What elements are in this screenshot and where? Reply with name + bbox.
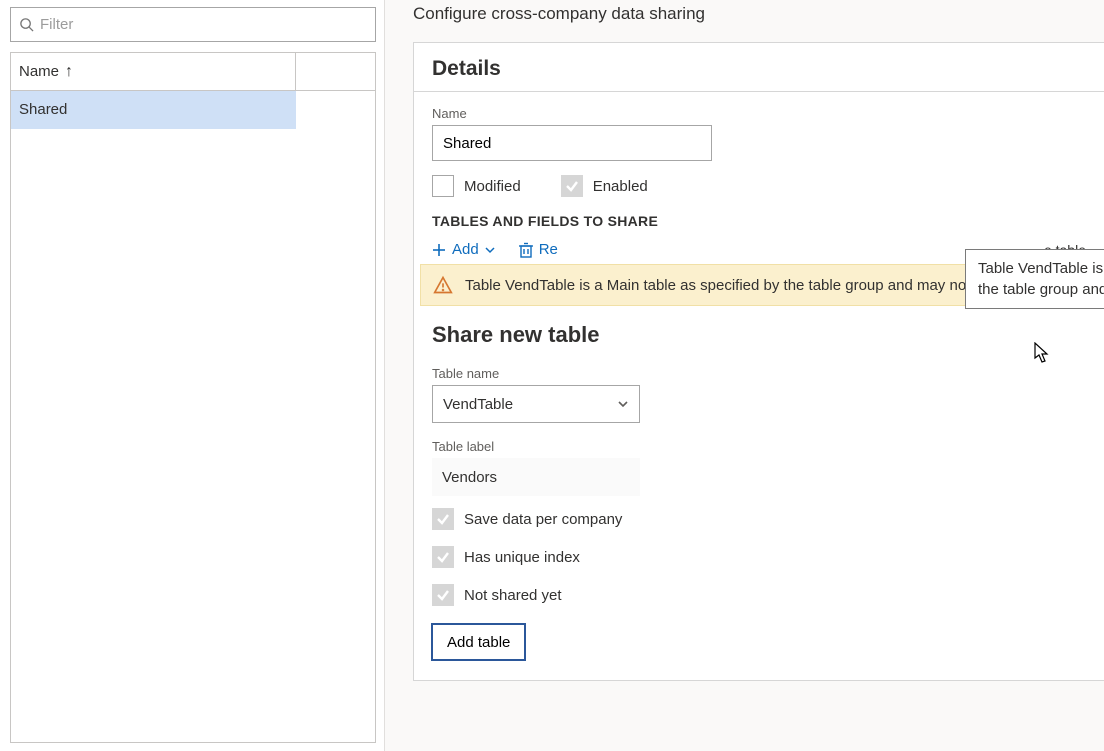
not-shared-yet-label: Not shared yet (464, 587, 562, 604)
enabled-checkbox-item: Enabled (561, 175, 648, 197)
remove-command[interactable]: Re (519, 241, 558, 258)
validation-tooltip: Table VendTable is a Main table as speci… (965, 249, 1104, 309)
record-list-sidebar: Name ↑ Shared (0, 0, 385, 751)
filter-input[interactable] (40, 16, 367, 33)
modified-checkbox[interactable] (432, 175, 454, 197)
table-name-value: VendTable (443, 396, 617, 413)
plus-icon (432, 243, 446, 257)
sort-ascending-icon: ↑ (65, 63, 73, 81)
chevron-down-icon (485, 245, 495, 255)
save-per-company-item: Save data per company (432, 508, 1086, 530)
not-shared-yet-checkbox (432, 584, 454, 606)
remove-command-label: Re (539, 241, 558, 258)
table-name-combobox[interactable]: VendTable (432, 385, 640, 423)
search-icon (19, 17, 34, 32)
details-card-header: Details (414, 43, 1104, 92)
page-title: Configure cross-company data sharing (413, 4, 1104, 24)
add-table-button[interactable]: Add table (432, 624, 525, 660)
save-per-company-label: Save data per company (464, 511, 622, 528)
trash-icon (519, 242, 533, 258)
grid-cell-name: Shared (19, 101, 67, 118)
share-new-table-panel: Share new table Table name VendTable Tab… (432, 322, 1086, 660)
record-grid: Name ↑ Shared (10, 52, 376, 743)
details-heading: Details (432, 57, 1086, 81)
name-label: Name (432, 106, 1086, 121)
save-per-company-checkbox (432, 508, 454, 530)
enabled-checkbox (561, 175, 583, 197)
chevron-down-icon (617, 398, 629, 410)
modified-checkbox-item: Modified (432, 175, 521, 197)
grid-row[interactable]: Shared (11, 91, 296, 129)
enabled-label: Enabled (593, 178, 648, 195)
check-icon (436, 512, 450, 526)
check-icon (436, 588, 450, 602)
filter-box (10, 7, 376, 42)
details-card: Details Name Modified Enabled (413, 42, 1104, 681)
has-unique-index-item: Has unique index (432, 546, 1086, 568)
check-icon (436, 550, 450, 564)
share-popup-title: Share new table (432, 322, 1086, 348)
grid-header: Name ↑ (11, 53, 375, 91)
check-icon (565, 179, 579, 193)
main-content: Configure cross-company data sharing Det… (385, 0, 1104, 751)
has-unique-index-checkbox (432, 546, 454, 568)
add-command[interactable]: Add (432, 241, 495, 258)
table-label-label: Table label (432, 439, 1086, 454)
status-checkbox-row: Modified Enabled (432, 175, 1086, 197)
add-command-label: Add (452, 241, 479, 258)
policy-name-input[interactable] (432, 125, 712, 161)
has-unique-index-label: Has unique index (464, 549, 580, 566)
not-shared-yet-item: Not shared yet (432, 584, 1086, 606)
tables-section-heading: TABLES AND FIELDS TO SHARE (432, 213, 1086, 229)
modified-label: Modified (464, 178, 521, 195)
table-properties-list: Save data per company Has unique index N… (432, 508, 1086, 606)
column-header-name[interactable]: Name ↑ (11, 53, 296, 90)
column-header-label: Name (19, 63, 59, 80)
details-card-body: Name Modified Enabled TABLES AND FIELDS … (414, 92, 1104, 680)
table-label-value: Vendors (432, 458, 640, 496)
table-name-label: Table name (432, 366, 1086, 381)
warning-triangle-icon (433, 275, 453, 295)
